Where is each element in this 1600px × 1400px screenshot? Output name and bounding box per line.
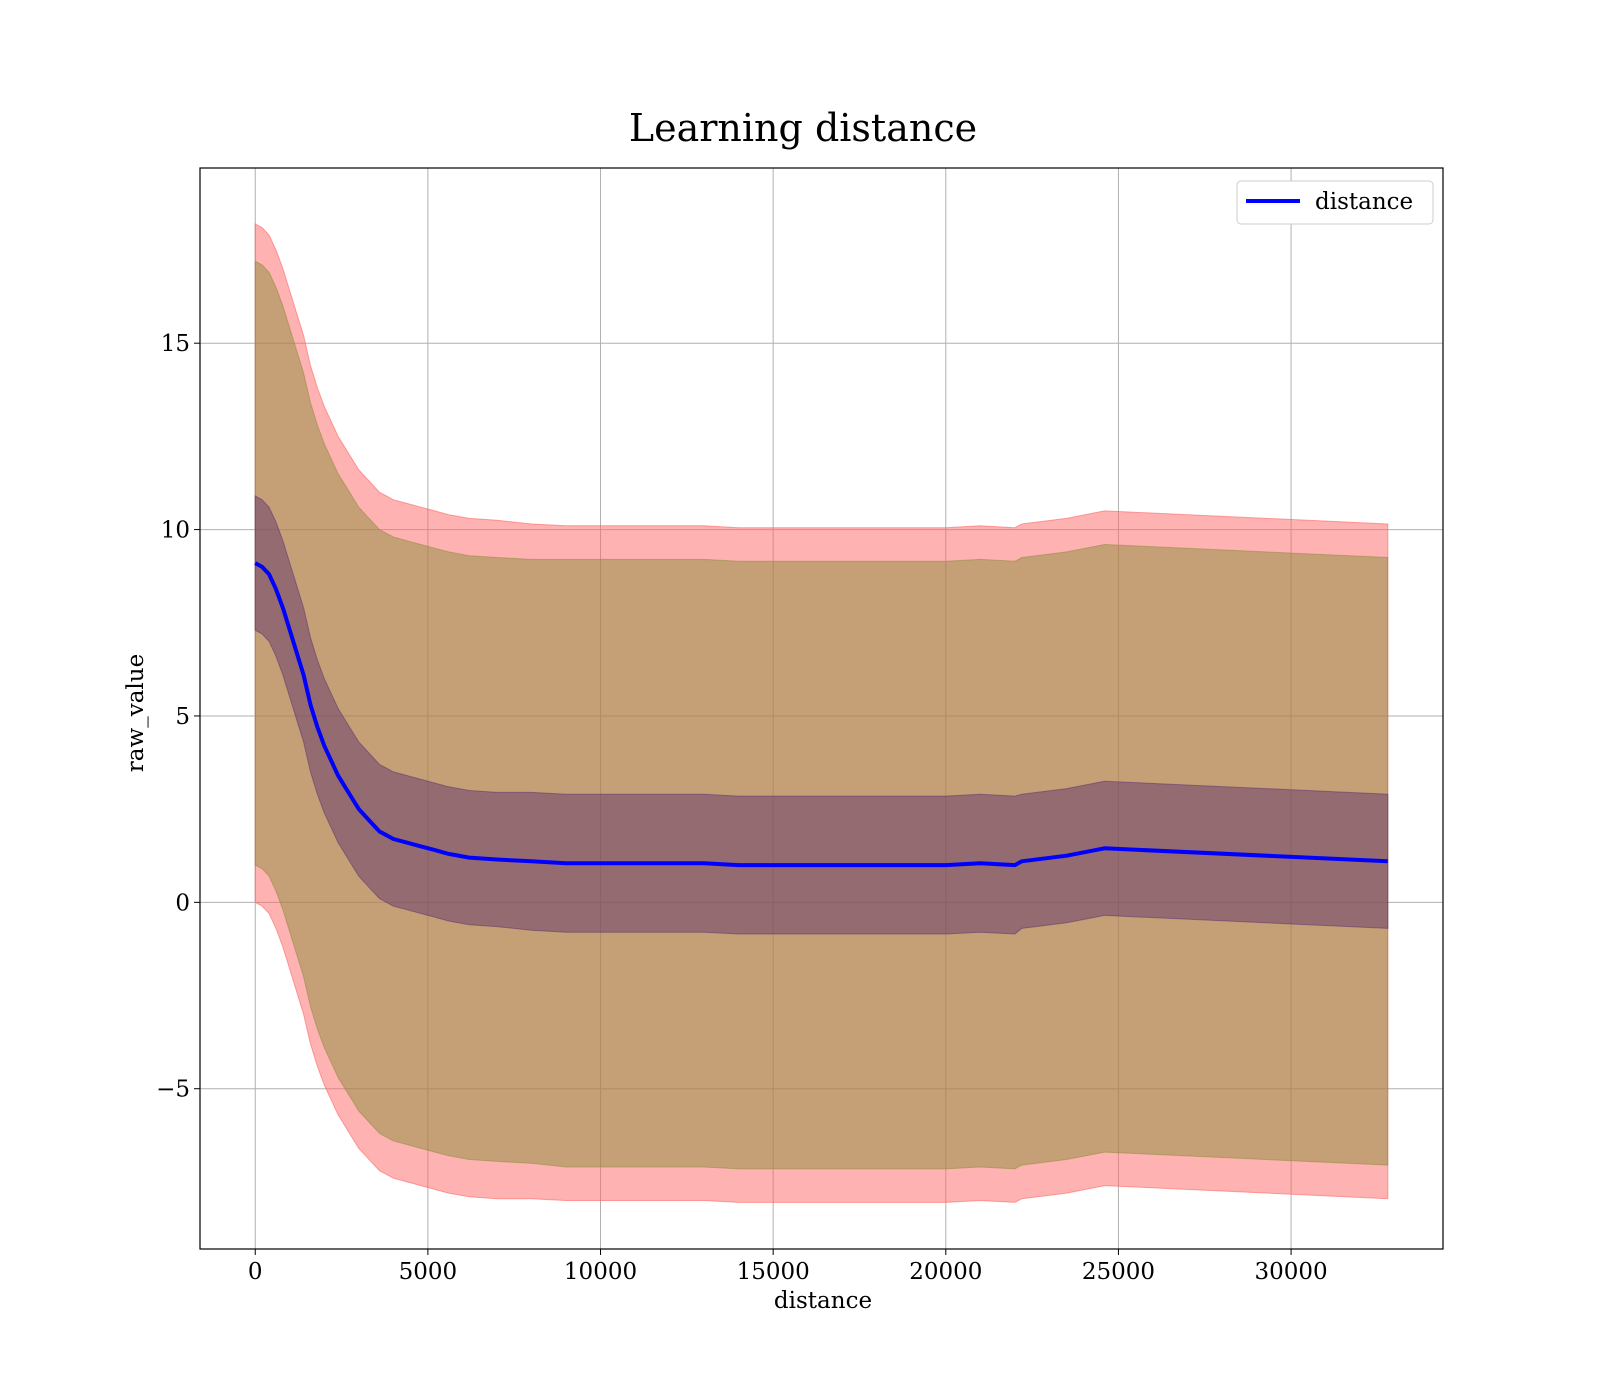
series-lines [254, 561, 1388, 868]
x-tick-label-0: 0 [248, 1259, 263, 1285]
x-tick-label-4: 20000 [909, 1259, 982, 1285]
x-tick-label-3: 15000 [737, 1259, 810, 1285]
y-tick-label-2: 5 [175, 704, 190, 730]
ticks: 0 5000 10000 15000 20000 25000 30000 −5 0 5 10 15 [156, 331, 1328, 1285]
middle-std-band [254, 260, 1389, 1170]
chart-title: Learning distance [629, 106, 977, 150]
legend-label-distance: distance [1315, 189, 1413, 215]
x-tick-label-5: 25000 [1082, 1259, 1155, 1285]
legend: distance [1236, 180, 1434, 225]
inner-std-band [254, 495, 1389, 935]
y-tick-label-4: 15 [161, 331, 190, 357]
x-tick-label-2: 10000 [564, 1259, 637, 1285]
legend-box [1236, 180, 1434, 225]
series-line-distance [254, 561, 1388, 868]
y-axis-label: raw_value [123, 654, 149, 772]
x-tick-label-6: 30000 [1254, 1259, 1327, 1285]
y-tick-label-0: −5 [156, 1077, 190, 1103]
y-tick-label-1: 0 [175, 890, 190, 916]
axes [199, 167, 1444, 1250]
x-tick-label-1: 5000 [399, 1259, 458, 1285]
bands [254, 223, 1389, 1203]
x-axis-label: distance [774, 1288, 872, 1314]
y-tick-label-3: 10 [161, 518, 190, 544]
plot-frame [199, 167, 1444, 1250]
